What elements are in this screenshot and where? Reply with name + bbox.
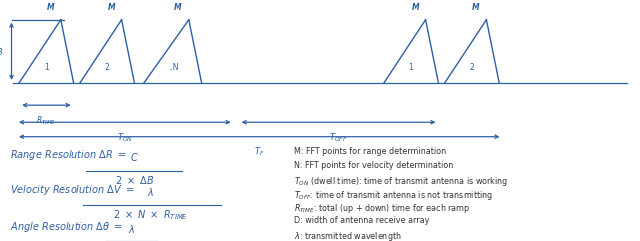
Text: D: width of antenna receive array: D: width of antenna receive array <box>294 216 430 225</box>
Text: 2: 2 <box>470 63 474 72</box>
Text: $\Delta B$: $\Delta B$ <box>0 46 4 57</box>
Text: 2: 2 <box>105 63 109 72</box>
Text: $\mathit{Range\ Resolution}\ \Delta R\ =$: $\mathit{Range\ Resolution}\ \Delta R\ =… <box>10 148 126 162</box>
Text: $R_{TIME}$: $R_{TIME}$ <box>36 114 56 127</box>
Text: 1: 1 <box>409 63 413 72</box>
Text: N: FFT points for velocity determination: N: FFT points for velocity determination <box>294 161 454 170</box>
Text: M: M <box>412 3 419 12</box>
Text: M: M <box>108 3 115 12</box>
Text: M: FFT points for range determination: M: FFT points for range determination <box>294 147 447 156</box>
Text: M: M <box>174 3 181 12</box>
Text: $2\ \times\ N\ \times\ R_{TIME}$: $2\ \times\ N\ \times\ R_{TIME}$ <box>113 208 188 222</box>
Text: M: M <box>47 3 54 12</box>
Text: $C$: $C$ <box>130 151 139 163</box>
Text: $2\ \times\ \Delta B$: $2\ \times\ \Delta B$ <box>115 174 154 186</box>
Text: $T_{ON}$ (dwell time): time of transmit antenna is working: $T_{ON}$ (dwell time): time of transmit … <box>294 175 508 188</box>
Text: $\lambda$: transmitted wavelength: $\lambda$: transmitted wavelength <box>294 230 402 241</box>
Text: $T_F$: $T_F$ <box>254 146 264 158</box>
Text: $\lambda$: $\lambda$ <box>127 223 135 235</box>
Text: ..N: ..N <box>168 63 179 72</box>
Text: $\mathit{Velocity\ Resolution}\ \Delta V\ =$: $\mathit{Velocity\ Resolution}\ \Delta V… <box>10 183 134 197</box>
Text: $R_{TIME}$: total (up + down) time for each ramp: $R_{TIME}$: total (up + down) time for e… <box>294 202 470 215</box>
Text: M: M <box>472 3 480 12</box>
Text: $T_{ON}$: $T_{ON}$ <box>117 131 132 144</box>
Text: $T_{OFF}$: $T_{OFF}$ <box>330 131 348 144</box>
Text: $\lambda$: $\lambda$ <box>147 186 154 198</box>
Text: $T_{OFF}$: time of transmit antenna is not transmitting: $T_{OFF}$: time of transmit antenna is n… <box>294 188 493 201</box>
Text: $\mathit{Angle\ Resolution}\ \Delta\theta\ =$: $\mathit{Angle\ Resolution}\ \Delta\thet… <box>10 220 122 234</box>
Text: 1: 1 <box>44 63 49 72</box>
